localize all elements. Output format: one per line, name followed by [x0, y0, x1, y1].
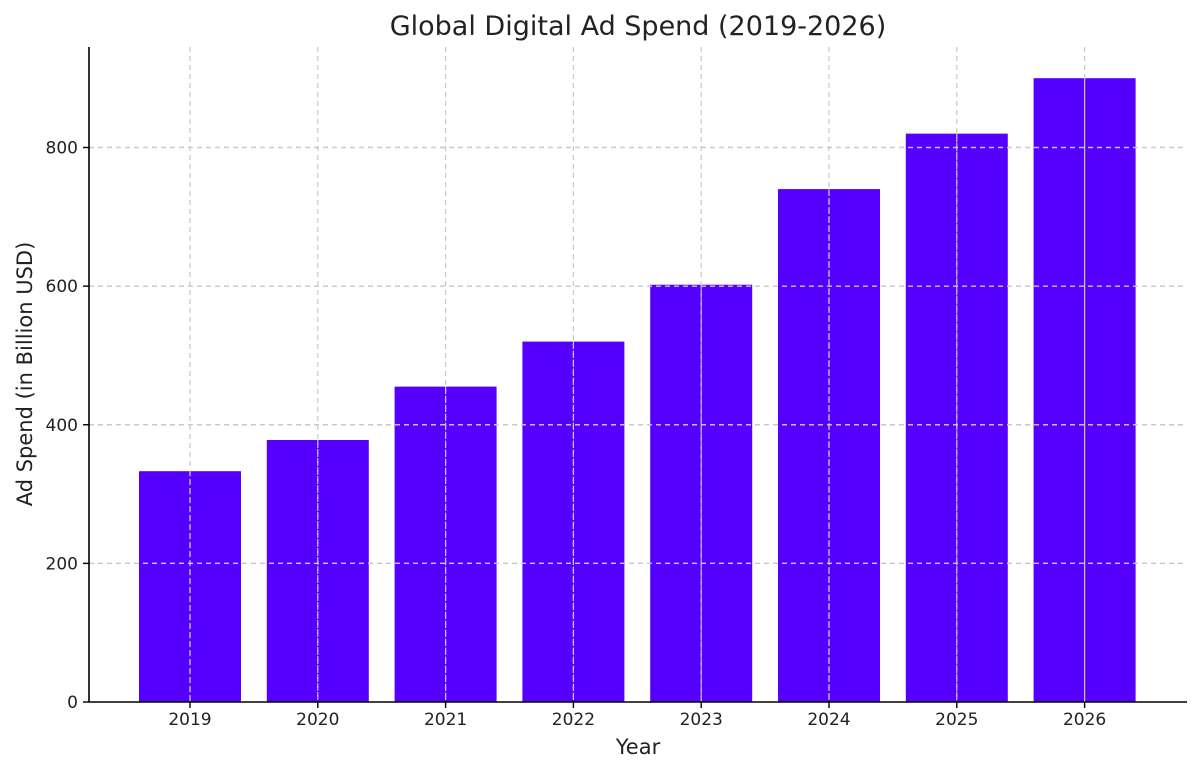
tick-labels: 0 200 400 600 800 2019 2020 2021 2022 2023 2024 202… [46, 139, 1107, 730]
x-axis-label: Year [615, 735, 661, 759]
y-tick-label: 400 [46, 416, 78, 436]
x-tick-label: 2023 [680, 710, 723, 730]
bars [139, 78, 1136, 703]
y-tick-label: 600 [46, 277, 78, 297]
y-tick-label: 200 [46, 554, 78, 574]
x-tick-label: 2019 [168, 710, 211, 730]
y-tick-label: 0 [67, 693, 78, 713]
chart-title: Global Digital Ad Spend (2019-2026) [390, 11, 887, 42]
y-axis-label: Ad Spend (in Billion USD) [13, 242, 37, 507]
grid-lines [89, 47, 1187, 702]
x-tick-label: 2026 [1063, 710, 1106, 730]
x-tick-label: 2022 [552, 710, 595, 730]
x-tick-label: 2021 [424, 710, 467, 730]
x-tick-label: 2025 [935, 710, 978, 730]
y-tick-label: 800 [46, 139, 78, 159]
x-tick-label: 2024 [807, 710, 850, 730]
x-tick-label: 2020 [296, 710, 339, 730]
axes [83, 47, 1187, 708]
bar-2019 [139, 471, 241, 702]
